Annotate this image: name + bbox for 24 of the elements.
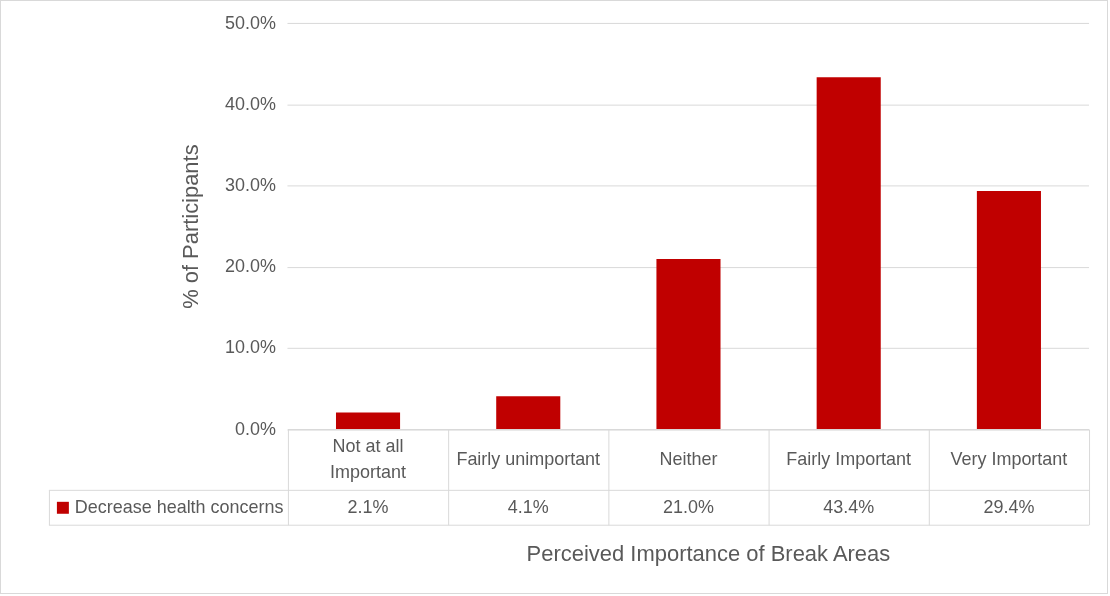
y-tick-label: 10.0% <box>225 337 276 358</box>
bar <box>976 190 1041 430</box>
y-tick-label: 30.0% <box>225 175 276 195</box>
y-tick-label: 50.0% <box>225 12 276 33</box>
x-tick-label: Fairly Important <box>786 448 912 469</box>
x-tick-label: Not at all Important <box>330 435 406 482</box>
legend-label: Decrease health concerns <box>74 496 284 517</box>
x-tick-label: Neither <box>659 448 718 469</box>
data-label: 4.1% <box>507 496 549 517</box>
bar <box>496 396 561 430</box>
y-tick-label: 20.0% <box>225 256 276 277</box>
data-label: 29.4% <box>983 496 1035 517</box>
y-tick-label: 0.0% <box>235 418 276 439</box>
data-label: 2.1% <box>347 496 389 517</box>
data-label: 21.0% <box>663 496 714 517</box>
x-tick-label: Very Important <box>950 448 1068 469</box>
x-tick-label: Fairly unimportant <box>456 448 601 469</box>
bar <box>335 412 401 430</box>
data-label: 43.4% <box>823 496 875 517</box>
y-tick-label: 40.0% <box>225 93 276 114</box>
bar <box>656 259 721 430</box>
x-axis-title: Perceived Importance of Break Areas <box>526 541 891 567</box>
y-axis-title: % of Participants <box>177 144 203 309</box>
bar <box>816 77 881 430</box>
